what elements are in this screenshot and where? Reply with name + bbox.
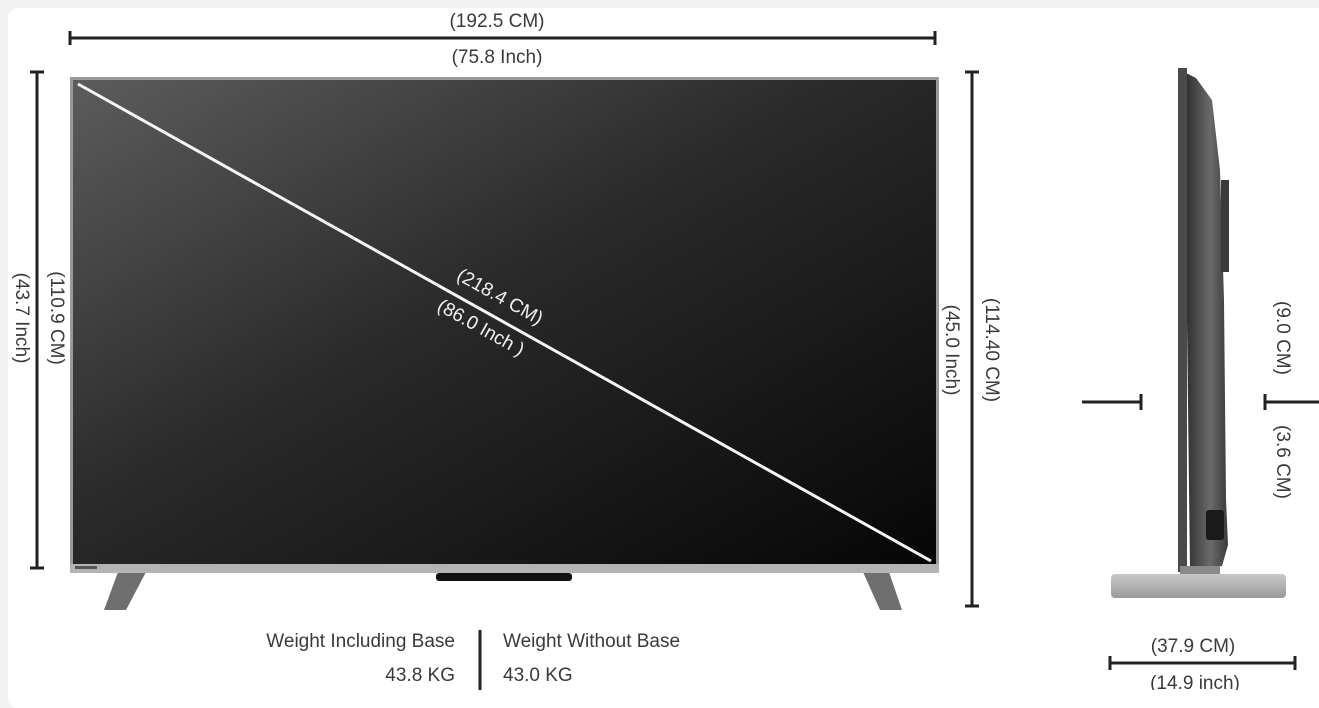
depth-cm-label: (9.0 CM)	[1272, 301, 1293, 375]
side-ports	[1221, 180, 1229, 272]
tv-side-view	[1111, 68, 1286, 598]
side-stand-neck	[1180, 566, 1220, 576]
total-height-cm-label: (114.40 CM)	[981, 298, 1002, 402]
side-connector	[1206, 510, 1224, 540]
side-back-casing	[1184, 72, 1228, 570]
diagonal-line	[77, 82, 932, 563]
tv-dimension-diagram: (192.5 CM) (75.8 Inch) (43.7 Inch) (110.…	[11, 11, 1319, 690]
tv-front-view: (218.4 CM) (86.0 Inch )	[70, 77, 939, 610]
width-cm-label: (192.5 CM)	[449, 11, 544, 32]
tv-bottom-bezel	[70, 564, 939, 573]
weight-without-base-label: Weight Without Base	[503, 631, 680, 652]
tv-center-bar	[436, 573, 572, 581]
depth-inch-label: (3.6 CM)	[1272, 425, 1293, 499]
width-inch-label: (75.8 Inch)	[452, 47, 543, 68]
stand-depth-inch-label: (14.9 inch)	[1150, 673, 1240, 690]
weight-without-base-value: 43.0 KG	[503, 665, 573, 686]
total-height-dimension: (45.0 Inch) (114.40 CM)	[941, 70, 1002, 608]
depth-dimension: (9.0 CM) (3.6 CM)	[1082, 301, 1319, 499]
total-height-inch-label: (45.0 Inch)	[941, 305, 962, 396]
screen-height-inch-label: (43.7 Inch)	[11, 273, 32, 364]
weight-info: Weight Including Base 43.8 KG Weight Wit…	[266, 630, 680, 690]
spec-card: (192.5 CM) (75.8 Inch) (43.7 Inch) (110.…	[8, 8, 1319, 708]
side-panel-edge	[1178, 68, 1187, 572]
left-stand-leg	[104, 572, 146, 610]
side-stand-base	[1111, 574, 1286, 598]
width-dimension: (192.5 CM) (75.8 Inch)	[68, 11, 937, 68]
screen-height-dimension: (43.7 Inch) (110.9 CM)	[11, 70, 67, 570]
stand-depth-cm-label: (37.9 CM)	[1151, 636, 1235, 657]
weight-including-base-value: 43.8 KG	[385, 665, 455, 686]
screen-height-cm-label: (110.9 CM)	[46, 271, 67, 365]
tv-logo-mark	[75, 566, 97, 569]
weight-including-base-label: Weight Including Base	[266, 631, 455, 652]
stand-depth-dimension: (37.9 CM) (14.9 inch)	[1108, 636, 1297, 690]
right-stand-leg	[863, 572, 902, 610]
